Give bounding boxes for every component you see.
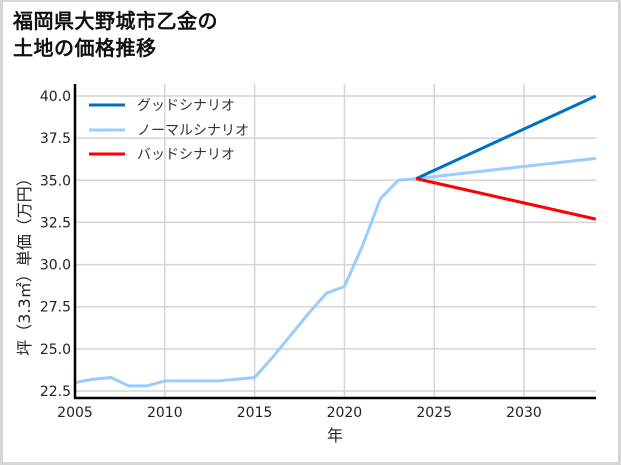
tick-labels: 2005 2010 2015 2020 2025 2030 22.5 25.0 27.5 30.0… bbox=[40, 89, 542, 421]
series-line bbox=[415, 177, 597, 221]
axes bbox=[73, 84, 596, 400]
x-tick-label: 2020 bbox=[327, 405, 363, 421]
y-tick-label: 25.0 bbox=[40, 342, 71, 358]
y-tick-label: 40.0 bbox=[40, 89, 71, 105]
x-axis-label: 年 bbox=[327, 426, 343, 445]
y-tick-label: 37.5 bbox=[40, 131, 71, 147]
y-tick-label: 30.0 bbox=[40, 258, 71, 274]
x-tick-label: 2005 bbox=[57, 405, 93, 421]
chart-title-line2: 土地の価格推移 bbox=[13, 36, 157, 60]
chart-title: 福岡県大野城市乙金の 土地の価格推移 bbox=[13, 8, 218, 62]
x-tick-label: 2015 bbox=[237, 405, 273, 421]
series-line bbox=[415, 94, 597, 180]
y-tick-label: 35.0 bbox=[40, 173, 71, 189]
y-tick-label: 32.5 bbox=[40, 215, 71, 231]
series-line bbox=[74, 156, 596, 388]
x-tick-label: 2025 bbox=[416, 405, 452, 421]
legend-label: グッドシナリオ bbox=[137, 98, 235, 114]
y-axis-label: 坪（3.3㎡）単価（万円） bbox=[15, 170, 34, 355]
x-tick-label: 2030 bbox=[506, 405, 542, 421]
y-tick-label: 27.5 bbox=[40, 300, 71, 316]
data-lines bbox=[74, 94, 597, 388]
x-tick-label: 2010 bbox=[147, 405, 183, 421]
legend-label: バッドシナリオ bbox=[137, 147, 235, 163]
legend-label: ノーマルシナリオ bbox=[137, 123, 249, 139]
y-tick-label: 22.5 bbox=[40, 384, 71, 400]
chart-title-line1: 福岡県大野城市乙金の bbox=[13, 9, 218, 33]
